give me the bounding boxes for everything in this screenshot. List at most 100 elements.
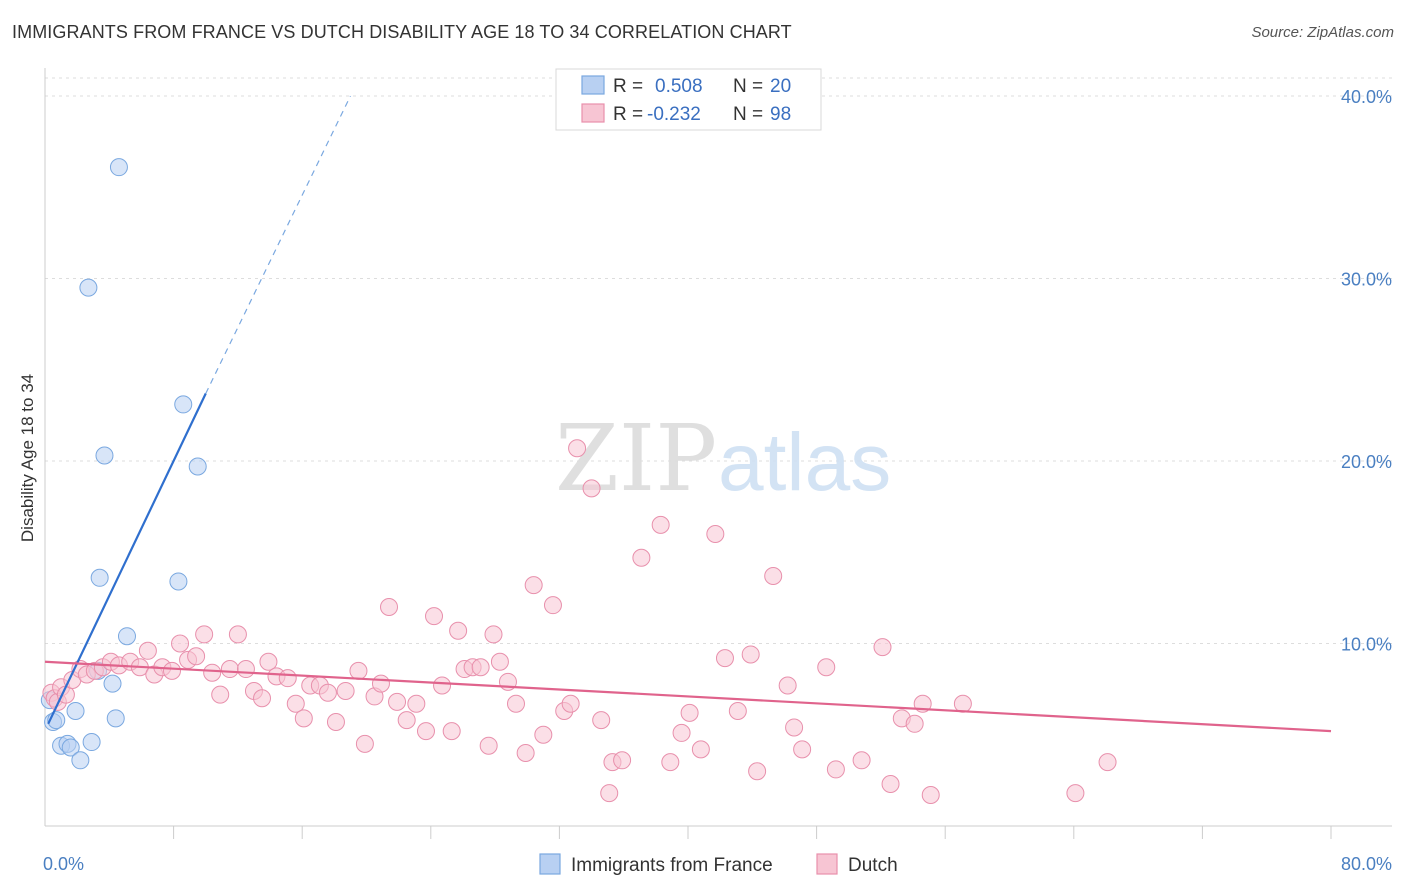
data-point [61,738,80,757]
y-tick-label: 40.0% [1341,87,1392,107]
legend-n-value-dutch: 98 [770,104,791,125]
bottom-legend-label-france: Immigrants from France [571,855,773,876]
data-point [764,566,783,585]
data-point [79,278,98,297]
data-point [66,702,85,721]
data-point [82,733,101,752]
data-point [881,775,900,794]
data-point [778,676,797,695]
data-point [873,638,892,657]
data-point [524,576,543,595]
watermark-zip: ZIP [555,405,717,512]
legend-n-label-dutch: N = [733,104,763,125]
watermark-atlas: atlas [718,417,891,508]
data-point [220,660,239,679]
data-point [162,661,181,680]
data-point [388,692,407,711]
data-point [211,685,230,704]
data-point [506,694,525,713]
data-point [632,548,651,567]
grid-lines [45,77,1392,644]
bottom-legend: Immigrants from France Dutch [539,853,898,876]
data-point [195,625,214,644]
data-point [355,734,374,753]
data-point [425,607,444,626]
data-point [661,753,680,772]
data-point [259,652,278,671]
data-point [600,784,619,803]
data-point [543,596,562,615]
bottom-legend-swatch-dutch [816,853,838,875]
legend-r-value-dutch: -0.232 [647,104,701,125]
x-tick-label-min: 0.0% [43,854,84,874]
data-point [785,718,804,737]
data-point [706,525,725,543]
data-point [691,740,710,759]
legend-r-value-france: 0.508 [655,76,703,97]
data-point [728,702,747,721]
y-tick-label: 30.0% [1341,270,1392,290]
data-point [680,703,699,722]
x-tick-labels: 0.0% 80.0% [43,854,1392,874]
data-point [318,683,337,702]
data-point [106,709,125,728]
bottom-legend-swatch-france [539,853,561,875]
data-point [471,658,490,677]
data-point [715,649,734,668]
legend-r-label-france: R = [613,76,643,97]
data-point [371,674,390,693]
data-point [286,694,305,713]
legend-box: R = 0.508 N = 20 R = -0.232 N = 98 [555,68,822,131]
data-point [326,712,345,731]
data-point [921,785,940,804]
y-tick-labels: 10.0% 20.0% 30.0% 40.0% [1341,87,1392,655]
data-point [479,736,498,755]
data-point [117,627,136,646]
data-point [1098,753,1117,772]
chart-title: IMMIGRANTS FROM FRANCE VS DUTCH DISABILI… [12,22,792,42]
data-point [817,658,836,677]
data-point [490,652,509,671]
data-point [349,661,368,680]
trend-line-dutch [44,660,1332,733]
data-point [171,634,190,653]
data-point [278,669,297,688]
data-point [228,625,247,644]
data-point [253,689,272,708]
trend-lines [44,95,1332,733]
legend-swatch-dutch [581,103,605,123]
data-point [109,158,128,177]
data-point [336,681,355,700]
data-point [561,694,580,713]
data-point [613,751,632,770]
data-point [484,625,503,644]
data-point [748,762,767,781]
source-label: Source: ZipAtlas.com [1251,24,1394,41]
legend-n-label-france: N = [733,76,763,97]
data-point [407,694,426,713]
y-tick-label: 10.0% [1341,635,1392,655]
data-point [534,725,553,744]
data-point [672,723,691,742]
data-point [294,709,313,728]
data-point [90,568,109,587]
legend-swatch-france [581,75,605,95]
data-point [174,395,193,414]
data-point [442,722,461,741]
y-tick-label: 20.0% [1341,452,1392,472]
data-point [187,647,206,666]
data-point [416,722,435,741]
data-point [138,641,157,660]
trend-line-france-extension [205,95,351,394]
data-point [1066,784,1085,803]
data-point [236,660,255,679]
data-point [71,751,90,770]
data-point [516,744,535,762]
data-point [380,598,399,616]
data-point [203,663,222,682]
data-point [433,676,452,695]
data-point [188,457,207,476]
data-point [651,515,670,534]
data-point [953,694,972,713]
